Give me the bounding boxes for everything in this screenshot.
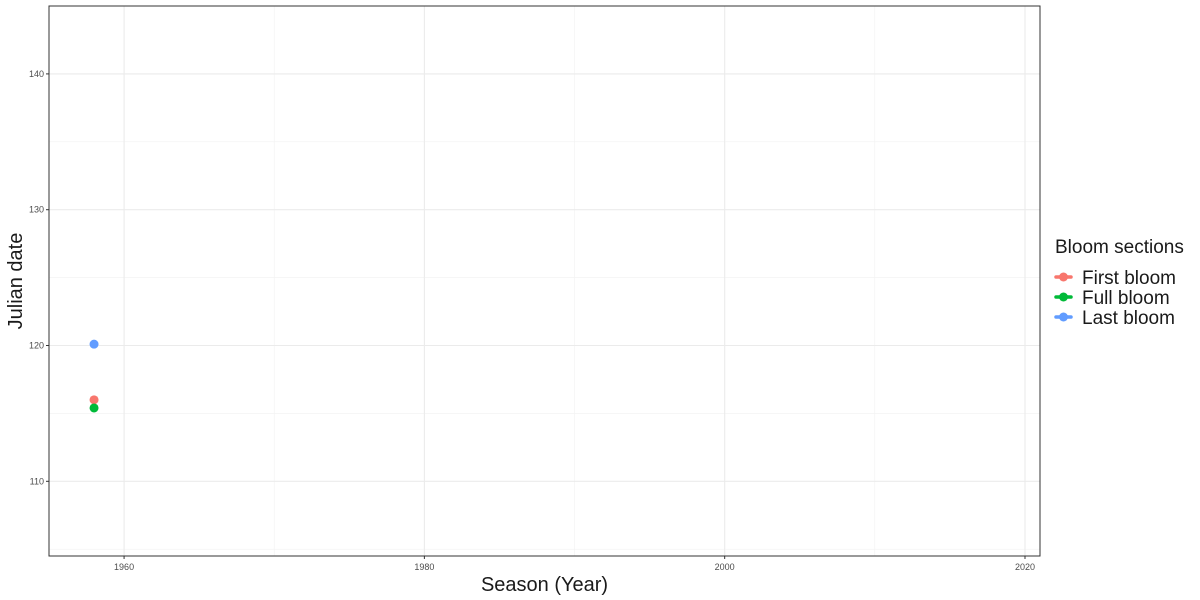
- data-points: [89, 339, 99, 413]
- data-point: [89, 339, 99, 349]
- y-axis-title: Julian date: [5, 233, 27, 330]
- legend-label: Last bloom: [1082, 308, 1175, 329]
- legend-item: Full bloom: [1054, 288, 1170, 309]
- data-point: [89, 395, 99, 405]
- y-tick-label: 140: [29, 69, 44, 79]
- legend-key-point: [1059, 272, 1068, 282]
- legend-title: Bloom sections: [1055, 237, 1184, 258]
- x-axis-title: Season (Year): [481, 574, 608, 596]
- data-point: [89, 403, 99, 413]
- plot-panel-border: [48, 5, 1041, 557]
- x-tick-label: 1960: [114, 562, 134, 572]
- x-tick-label: 1980: [414, 562, 434, 572]
- y-tick-label: 110: [30, 476, 44, 486]
- legend-item: First bloom: [1054, 268, 1176, 289]
- legend-label: Full bloom: [1082, 288, 1170, 309]
- legend-label: First bloom: [1082, 268, 1176, 289]
- minor-gridlines: [49, 5, 1040, 556]
- legend-key-point: [1059, 292, 1068, 302]
- y-tick-label: 120: [29, 341, 44, 351]
- x-tick-label: 2020: [1015, 562, 1035, 572]
- legend-item: Last bloom: [1054, 308, 1175, 329]
- y-axis-ticks: 110 120 130 140: [29, 69, 49, 486]
- legend-key-point: [1059, 312, 1068, 322]
- x-tick-label: 2000: [715, 562, 735, 572]
- major-gridlines: [49, 6, 1040, 556]
- y-tick-label: 130: [29, 205, 44, 215]
- x-axis-ticks: 1960 1980 2000 2020: [114, 556, 1035, 572]
